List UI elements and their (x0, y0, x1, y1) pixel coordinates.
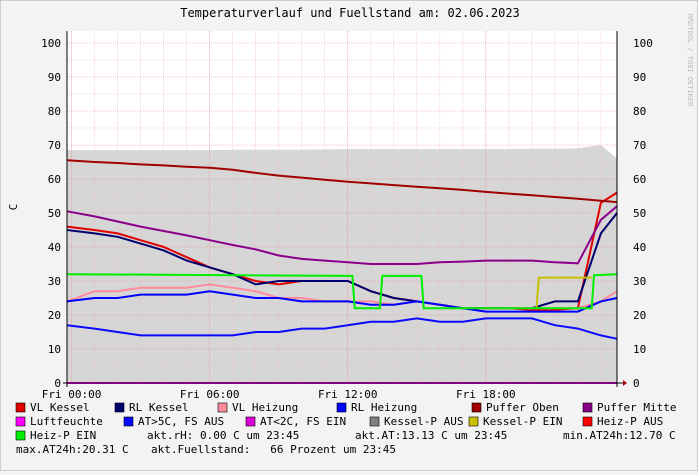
y2-tick-label: 20 (633, 309, 646, 322)
x-tick-label: Fri 00:00 (42, 388, 102, 401)
legend-swatch (15, 416, 26, 427)
legend-label: AT<2C, FS EIN (260, 415, 346, 428)
legend-swatch (582, 416, 593, 427)
legend-label: Kessel-P EIN (483, 415, 562, 428)
legend-swatch (336, 402, 347, 413)
y2-tick-label: 10 (633, 343, 646, 356)
y-tick-label: 100 (41, 37, 61, 50)
y-tick-label: 50 (48, 207, 61, 220)
legend-swatch (471, 402, 482, 413)
legend-swatch (217, 402, 228, 413)
legend-swatch (114, 402, 125, 413)
y2-tick-label: 80 (633, 105, 646, 118)
axis-arrow (623, 380, 627, 386)
stat-text: akt.Fuellstand: 66 Prozent um 23:45 (151, 443, 396, 456)
stat-text: max.AT24h:20.31 C (16, 443, 129, 456)
legend-label: AT>5C, FS AUS (138, 415, 224, 428)
legend-swatch (369, 416, 380, 427)
y2-tick-label: 60 (633, 173, 646, 186)
y-axis-label: C (7, 204, 20, 211)
series-line (66, 273, 618, 310)
y-tick-label: 60 (48, 173, 61, 186)
stat-text: min.AT24h:12.70 C (563, 429, 676, 442)
chart-title: Temperaturverlauf und Fuellstand am: 02.… (180, 6, 520, 20)
series-line (66, 159, 618, 204)
legend-swatch (582, 402, 593, 413)
y-tick-label: 40 (48, 241, 61, 254)
legend-label: Puffer Oben (486, 401, 559, 414)
y2-tick-label: 100 (633, 37, 653, 50)
legend-swatch (15, 430, 26, 441)
stat-text: akt.AT:13.13 C um 23:45 (355, 429, 507, 442)
y2-tick-label: 90 (633, 71, 646, 84)
y-tick-label: 0 (54, 377, 61, 390)
legend-label: VL Kessel (30, 401, 90, 414)
y2-tick-label: 50 (633, 207, 646, 220)
y2-tick-label: 40 (633, 241, 646, 254)
y-tick-label: 20 (48, 309, 61, 322)
legend-label: Heiz-P EIN (30, 429, 96, 442)
y2-tick-label: 0 (633, 377, 640, 390)
series-line (535, 276, 592, 309)
legend-swatch (245, 416, 256, 427)
legend-label: RL Kessel (129, 401, 189, 414)
watermark: RRDTOOL / TOBI OETIKER (686, 14, 694, 108)
y-tick-label: 10 (48, 343, 61, 356)
legend-swatch (123, 416, 134, 427)
series-line (66, 205, 618, 265)
x-tick-label: Fri 06:00 (180, 388, 240, 401)
x-tick-label: Fri 18:00 (456, 388, 516, 401)
legend-swatch (15, 402, 26, 413)
y-tick-label: 70 (48, 139, 61, 152)
y-tick-label: 90 (48, 71, 61, 84)
stat-text: akt.rH: 0.00 C um 23:45 (147, 429, 299, 442)
series-line (66, 290, 618, 313)
legend-swatch (468, 416, 479, 427)
y-tick-label: 30 (48, 275, 61, 288)
y2-tick-label: 70 (633, 139, 646, 152)
legend-label: Puffer Mitte (597, 401, 676, 414)
legend-label: Heiz-P AUS (597, 415, 663, 428)
legend-label: Kessel-P AUS (384, 415, 463, 428)
legend-label: Luftfeuchte (30, 415, 103, 428)
x-tick-label: Fri 12:00 (318, 388, 378, 401)
y2-tick-label: 30 (633, 275, 646, 288)
legend-label: RL Heizung (351, 401, 417, 414)
y-tick-label: 80 (48, 105, 61, 118)
series-line (66, 317, 618, 340)
legend-label: VL Heizung (232, 401, 298, 414)
